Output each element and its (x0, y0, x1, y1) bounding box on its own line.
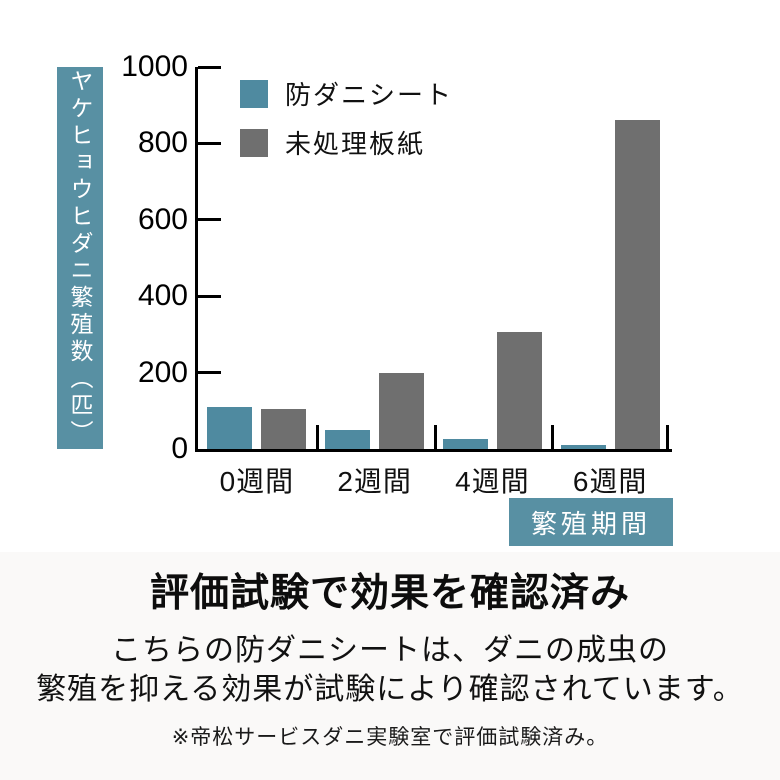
x-tick-label-0週間: 0週間 (219, 466, 295, 497)
y-tick-label-0: 0 (171, 432, 188, 465)
x-axis-line (195, 449, 672, 452)
x-tick-label-4週間: 4週間 (455, 466, 530, 497)
y-tick-200 (198, 371, 221, 375)
bar-group-0週間 (198, 67, 316, 449)
x-axis-tick-4 (666, 425, 669, 449)
x-tick-label-6週間: 6週間 (572, 466, 648, 497)
bar-group-6週間 (551, 67, 669, 449)
y-axis-title: ヤケヒョウヒダニ繁殖数（匹） (67, 69, 93, 447)
section-heading: 評価試験で効果を確認済み (149, 572, 630, 615)
bar-防ダニシート-4週間 (442, 439, 488, 449)
x-tick-labels: 0週間 2週間 4週間 6週間 (198, 460, 669, 500)
bar-groups (198, 67, 669, 449)
body-text: こちらの防ダニシートは、ダニの成虫の 繁殖を抑える効果が試験により確認されていま… (0, 631, 780, 709)
legend-item-untreated: 未処理板紙 (240, 124, 453, 161)
bar-未処理板紙-4週間 (496, 332, 542, 449)
legend-swatch-gray (240, 128, 268, 157)
y-tick-label-400: 400 (137, 279, 188, 313)
y-axis-title-box: ヤケヒョウヒダニ繁殖数（匹） (57, 67, 103, 449)
legend-item-sheet: 防ダニシート (240, 75, 453, 112)
bar-未処理板紙-6週間 (614, 120, 660, 449)
x-axis-tick-2 (433, 425, 437, 449)
body-text-line2: 繁殖を抑える効果が試験により確認されています。 (36, 673, 744, 706)
x-axis-tick-3 (551, 425, 555, 449)
plot-area: 防ダニシート 未処理板紙 (198, 65, 669, 449)
footnote: ※帝松サービスダニ実験室で評価試験済み。 (171, 726, 609, 749)
legend: 防ダニシート 未処理板紙 (240, 75, 453, 161)
bar-未処理板紙-0週間 (261, 409, 307, 449)
y-tick-labels: 0 200 400 600 800 1000 (100, 52, 188, 464)
bar-防ダニシート-6週間 (560, 445, 606, 449)
y-tick-label-600: 600 (137, 202, 188, 236)
bar-防ダニシート-0週間 (207, 407, 253, 449)
y-tick-label-200: 200 (137, 355, 188, 389)
body-text-line1: こちらの防ダニシートは、ダニの成虫の (111, 634, 669, 667)
bar-防ダニシート-2週間 (325, 430, 371, 449)
y-tick-1000 (198, 65, 221, 69)
legend-label-untreated: 未処理板紙 (285, 129, 426, 159)
x-axis-title-badge: 繁殖期間 (509, 498, 673, 546)
x-axis-tick-1 (315, 425, 319, 449)
y-tick-400 (198, 294, 221, 298)
y-axis-line (195, 67, 198, 452)
y-tick-label-1000: 1000 (121, 50, 188, 83)
x-axis-title: 繁殖期間 (530, 508, 651, 539)
legend-label-sheet: 防ダニシート (285, 80, 454, 110)
bar-group-4週間 (434, 67, 552, 449)
bottom-section-background (0, 552, 780, 780)
x-tick-label-2週間: 2週間 (337, 466, 412, 497)
legend-swatch-teal (240, 79, 268, 108)
y-tick-600 (198, 218, 221, 222)
y-tick-800 (198, 141, 221, 145)
bar-group-2週間 (316, 67, 434, 449)
bar-未処理板紙-2週間 (379, 373, 425, 449)
y-tick-label-800: 800 (137, 126, 188, 160)
